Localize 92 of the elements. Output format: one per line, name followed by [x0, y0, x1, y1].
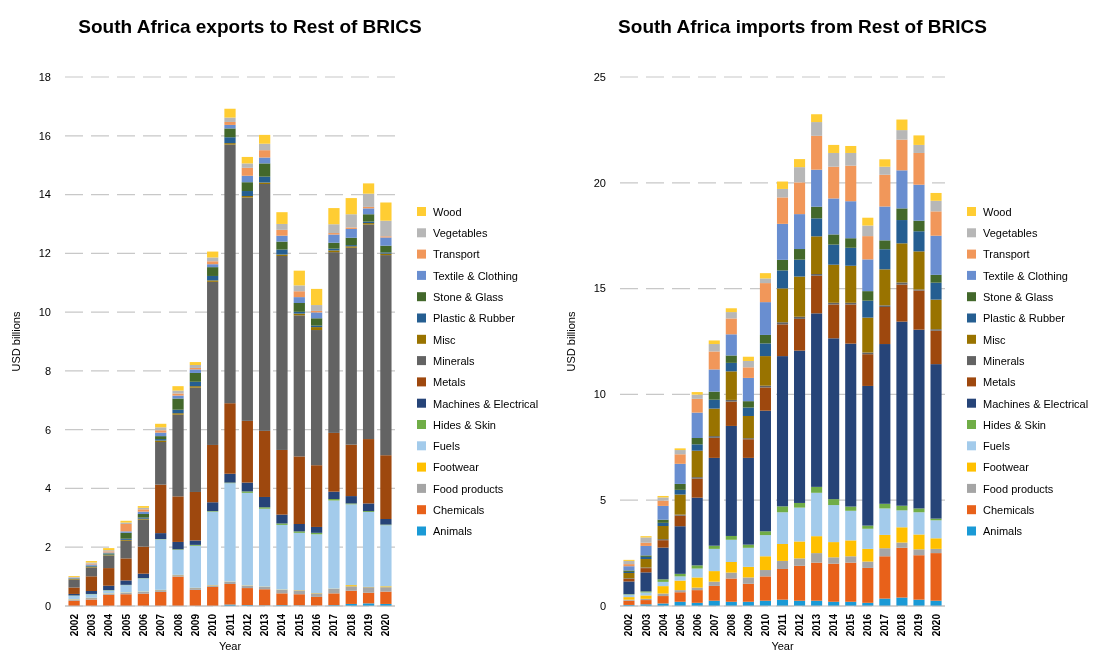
x-tick-label: 2020 [930, 613, 942, 637]
y-tick-label: 10 [38, 305, 51, 318]
y-tick-label: 5 [599, 494, 606, 507]
y-tick-label: 12 [38, 247, 51, 260]
x-tick-label: 2008 [172, 613, 184, 637]
y-tick-label: 16 [38, 129, 51, 142]
x-tick-label: 2019 [913, 613, 925, 637]
x-tick-label: 2014 [276, 613, 288, 637]
x-tick-label: 2015 [293, 613, 305, 637]
x-tick-label: 2002 [68, 613, 80, 637]
x-tick-label: 2010 [207, 613, 219, 637]
legend-label: Machines & Electrical [433, 397, 539, 410]
legend-label: Hides & Skin [983, 418, 1046, 431]
legend-label: Fuels [433, 440, 461, 453]
legend-label: Misc [983, 333, 1007, 346]
x-tick-label: 2003 [640, 613, 652, 637]
x-tick-label: 2017 [879, 613, 891, 637]
x-tick-label: 2014 [828, 613, 840, 637]
legend-label: Transport [983, 248, 1030, 261]
x-tick-label: 2004 [657, 613, 669, 637]
y-tick-label: 6 [44, 423, 51, 436]
x-tick-label: 2011 [224, 613, 236, 636]
x-tick-label: 2005 [120, 613, 132, 637]
legend-label: Metals [433, 376, 466, 389]
y-tick-label: 14 [38, 188, 51, 201]
y-tick-label: 2 [44, 541, 51, 554]
x-tick-label: 2012 [794, 613, 806, 637]
x-tick-label: 2009 [742, 613, 754, 637]
y-tick-label: 25 [593, 70, 606, 83]
x-tick-label: 2016 [311, 613, 323, 637]
x-tick-label: 2018 [345, 613, 357, 637]
chart-title: South Africa imports from Rest of BRICS [618, 16, 987, 37]
legend-label: Chemicals [433, 504, 485, 517]
legend-label: Transport [433, 248, 480, 261]
chart-title: South Africa exports to Rest of BRICS [78, 16, 422, 37]
legend-label: Textile & Clothing [433, 269, 518, 282]
x-tick-label: 2005 [674, 613, 686, 637]
x-tick-label: 2013 [811, 613, 823, 637]
y-tick-label: 10 [593, 388, 606, 401]
x-axis-title: Year [771, 640, 794, 651]
x-tick-label: 2016 [862, 613, 874, 637]
y-axis-title: USD billions [10, 311, 22, 372]
legend-label: Hides & Skin [433, 418, 496, 431]
x-tick-label: 2018 [896, 613, 908, 637]
y-tick-label: 20 [593, 176, 606, 189]
legend-label: Footwear [433, 461, 480, 474]
legend-label: Footwear [983, 461, 1030, 474]
legend-label: Minerals [983, 354, 1026, 367]
legend-label: Machines & Electrical [983, 397, 1089, 410]
x-axis-title: Year [218, 640, 242, 651]
x-tick-label: 2012 [241, 613, 253, 637]
x-tick-label: 2004 [103, 613, 115, 637]
x-tick-label: 2006 [691, 613, 703, 637]
y-tick-label: 18 [38, 70, 51, 83]
legend-label: Textile & Clothing [983, 269, 1068, 282]
legend-label: Wood [983, 205, 1012, 218]
y-axis-title: USD billions [565, 311, 577, 372]
x-tick-label: 2003 [85, 613, 97, 637]
x-tick-label: 2020 [380, 613, 392, 637]
x-tick-label: 2007 [155, 613, 167, 637]
x-tick-label: 2019 [363, 613, 375, 637]
x-tick-label: 2013 [259, 613, 271, 637]
legend-label: Animals [983, 525, 1023, 538]
x-tick-label: 2007 [708, 613, 720, 637]
x-tick-label: 2008 [725, 613, 737, 637]
legend-label: Food products [433, 482, 504, 495]
legend-label: Animals [433, 525, 473, 538]
legend-label: Stone & Glass [433, 291, 504, 304]
legend-label: Vegetables [433, 227, 488, 240]
legend-label: Misc [433, 333, 457, 346]
y-tick-label: 15 [593, 282, 606, 295]
x-tick-label: 2010 [759, 613, 771, 637]
legend-label: Food products [983, 482, 1054, 495]
x-tick-label: 2006 [137, 613, 149, 637]
y-tick-label: 8 [44, 364, 51, 377]
legend-label: Wood [433, 205, 462, 218]
legend-label: Fuels [983, 440, 1011, 453]
legend-label: Minerals [433, 354, 476, 367]
y-tick-label: 4 [44, 482, 51, 495]
y-tick-label: 0 [599, 599, 606, 612]
legend-label: Plastic & Rubber [433, 312, 516, 325]
legend-label: Vegetables [983, 227, 1038, 240]
x-tick-label: 2009 [189, 613, 201, 637]
x-tick-label: 2011 [777, 613, 788, 636]
x-tick-label: 2017 [328, 613, 340, 637]
x-tick-label: 2002 [623, 613, 635, 637]
legend-label: Stone & Glass [983, 291, 1054, 304]
legend-label: Plastic & Rubber [983, 312, 1066, 325]
legend-label: Metals [983, 376, 1016, 389]
x-tick-label: 2015 [845, 613, 857, 637]
legend-label: Chemicals [983, 504, 1035, 517]
y-tick-label: 0 [44, 599, 51, 612]
